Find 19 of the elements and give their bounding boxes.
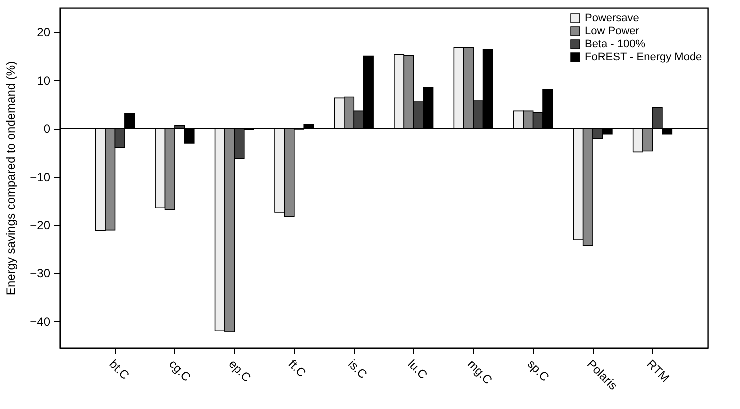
y-tick-label: 10 [37,74,51,88]
legend-label: FoREST - Energy Mode [585,52,702,64]
x-tick-label: lu.C [405,357,431,382]
x-tick-label: cg.C [166,357,194,385]
x-tick-label: ep.C [226,357,254,386]
legend-label: Beta - 100% [585,38,646,50]
y-tick-label: 0 [44,122,51,136]
y-tick-label: −30 [30,266,51,281]
x-tick-label: sp.C [524,357,552,385]
y-axis-title: Energy savings compared to ondemand (%) [4,61,18,296]
y-tick-label: 20 [37,26,51,40]
x-tick-label: ft.C [286,357,310,380]
y-tick-label: −40 [30,314,51,329]
x-tick-label: bt.C [106,357,132,383]
legend-label: Powersave [585,12,640,24]
y-tick-label: −10 [30,170,51,184]
x-tick-label: is.C [346,357,370,382]
legend-label: Low Power [585,26,640,38]
y-tick-label: −20 [30,218,51,233]
